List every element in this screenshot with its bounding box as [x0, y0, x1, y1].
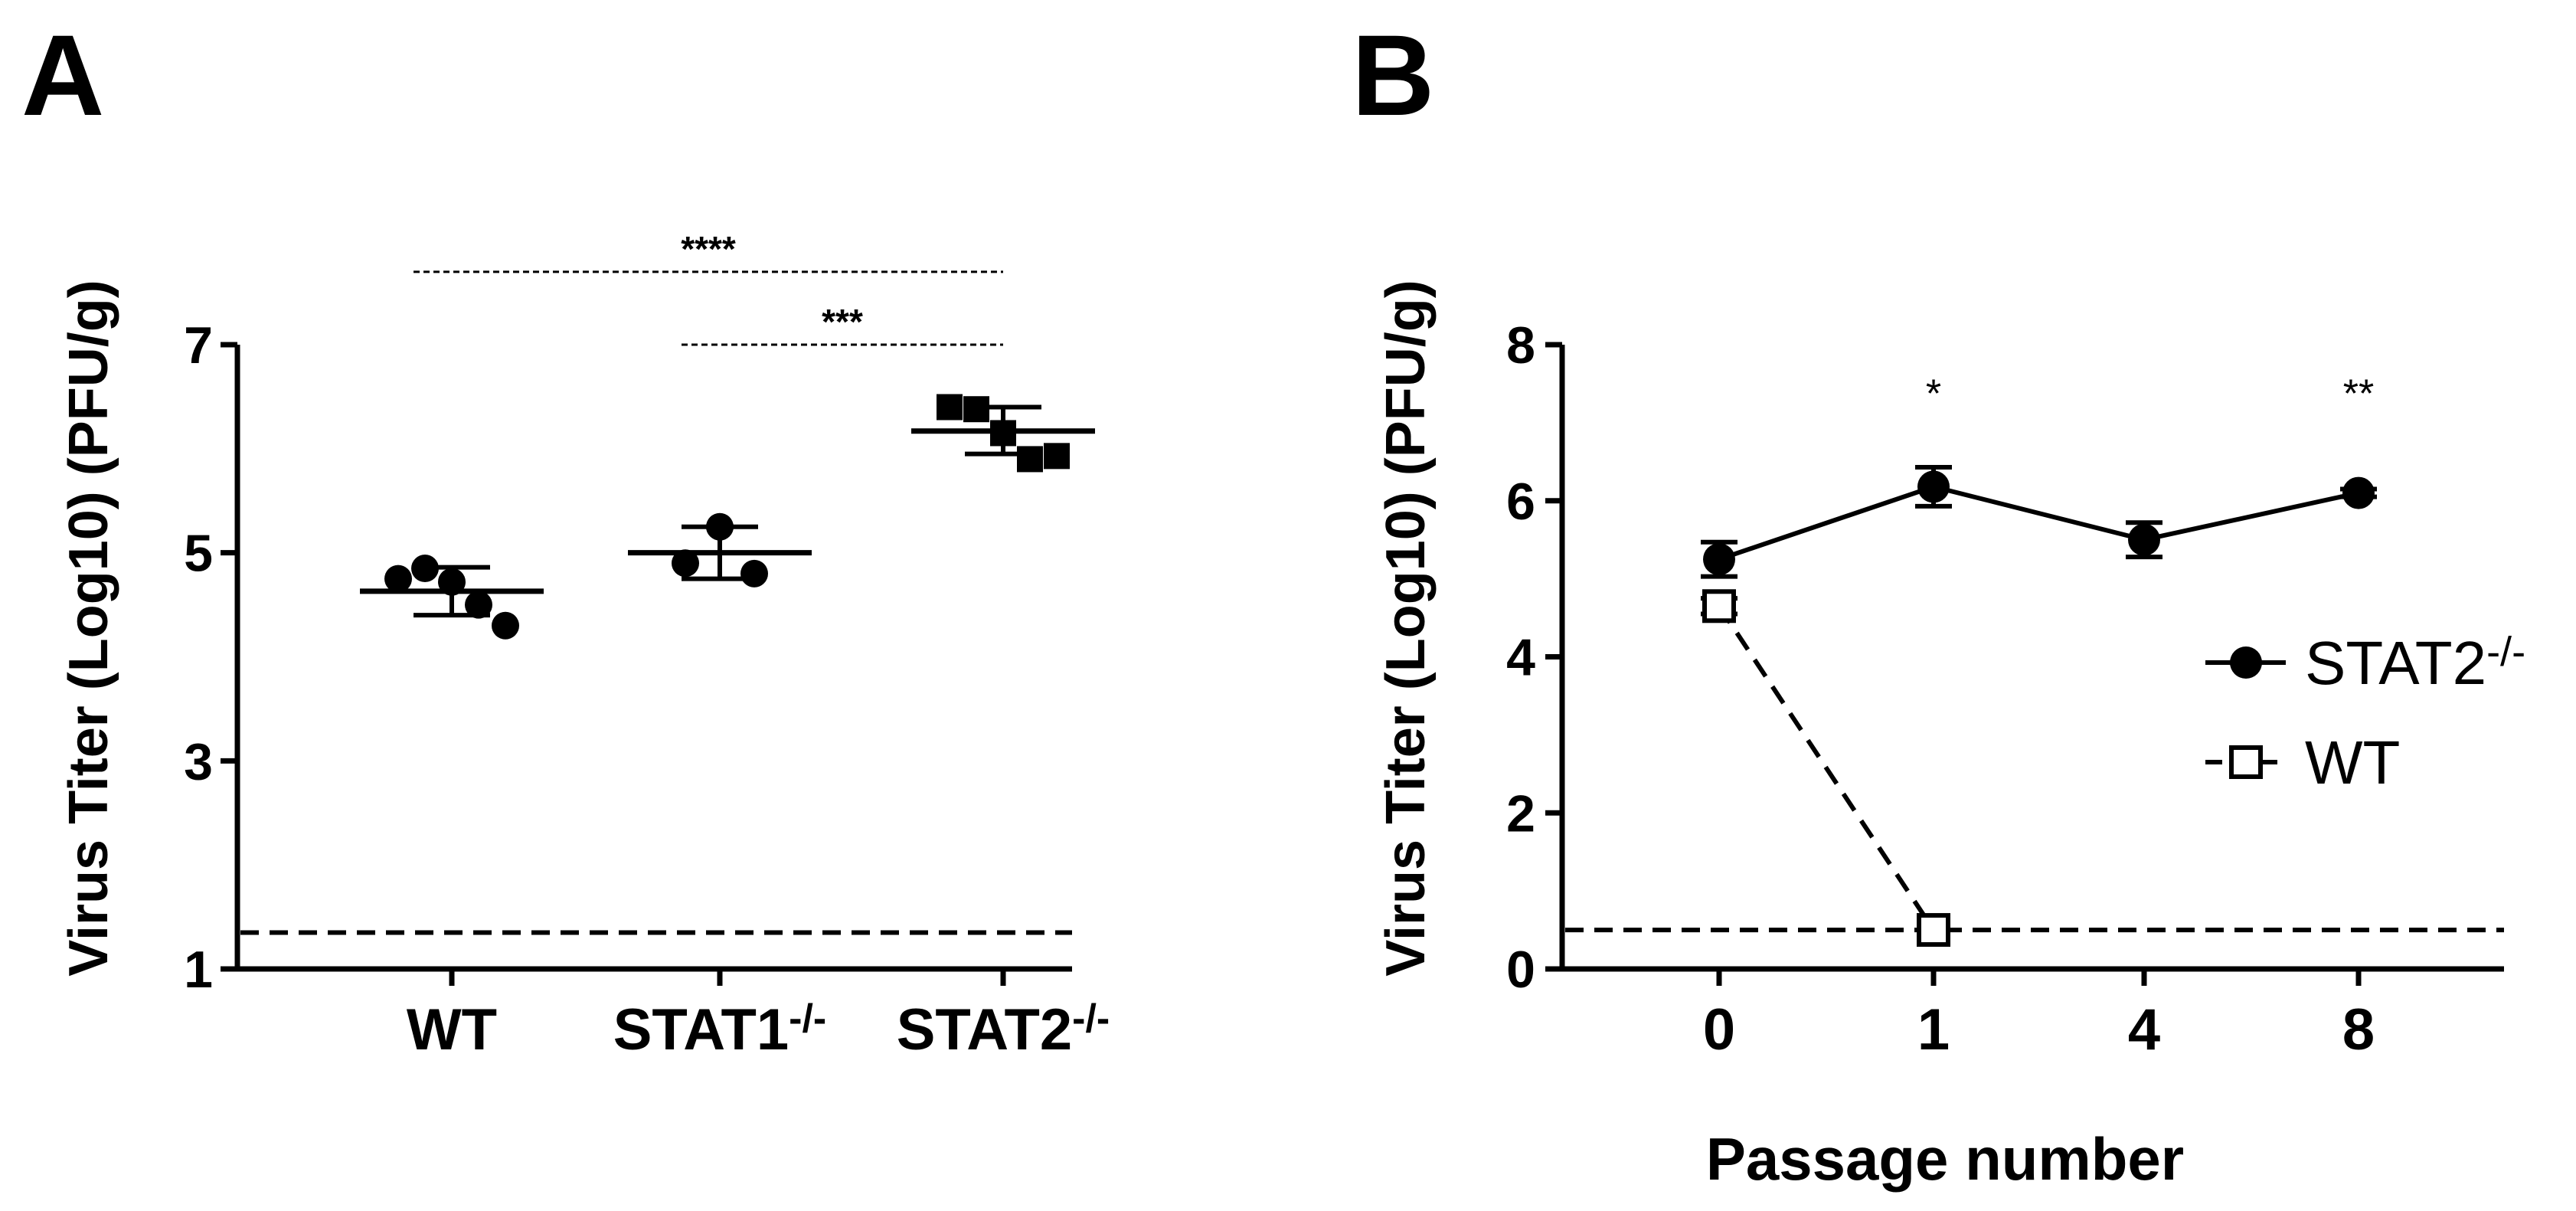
panel-a-x-tick-superscript: -/-: [789, 997, 826, 1041]
panel-b-y-tick-label: 2: [1506, 784, 1535, 843]
panel-b-data-point: [1703, 543, 1735, 576]
panel-b-significance-label: *: [1926, 372, 1941, 417]
panel-a-x-tick-label: STAT1-/-: [613, 997, 827, 1062]
panel-b-x-tick-label: 1: [1917, 997, 1950, 1062]
panel-b-data-point: [2342, 476, 2375, 509]
panel-b-y-tick-label: 6: [1506, 473, 1535, 531]
panel-a-data-point: [465, 591, 492, 619]
panel-b-x-axis-label: Passage number: [1706, 1125, 2184, 1193]
panel-b-series-line: [1718, 484, 2359, 561]
panel-b-data-point: [1917, 913, 1950, 948]
panel-b-data-point: [1702, 589, 1736, 624]
panel-a-data-point: [672, 549, 699, 578]
panel-a-data-point: [1017, 446, 1043, 473]
panel-b-legend-label: STAT2-/-: [2305, 629, 2525, 697]
panel-a-data-point: [963, 396, 989, 423]
panel-b-y-tick-label: 8: [1506, 316, 1535, 375]
panel-b-x-tick-label: 8: [2342, 997, 2375, 1062]
panel-b-x-tick-label: 4: [2128, 997, 2160, 1062]
panel-a-y-tick-label: 1: [184, 941, 213, 999]
panel-b-label: B: [1352, 11, 1434, 139]
panel-b-legend-marker: [2229, 745, 2263, 779]
panel-a-data-point: [937, 394, 963, 421]
panel-a-data-point: [740, 559, 768, 587]
panel-a-data-point: [411, 555, 439, 583]
panel-a-data-point: [706, 512, 734, 541]
panel-b-y-tick-label: 0: [1506, 941, 1535, 999]
panel-a-chart: Virus Titer (Log10) (PFU/g) 1 3 5 7 WT STAT1-…: [58, 229, 1110, 1062]
panel-b-data-point: [2128, 523, 2160, 556]
panel-a-data-point: [1044, 443, 1070, 470]
panel-a-y-axis-label: Virus Titer (Log10) (PFU/g): [58, 280, 119, 976]
panel-b-legend-superscript: -/-: [2486, 629, 2525, 675]
panel-b-significance-label: **: [2343, 372, 2374, 417]
panel-b-legend-marker: [2230, 646, 2262, 679]
panel-a-y-tick-label: 5: [184, 525, 213, 583]
panel-a-significance-label: ***: [822, 302, 863, 342]
panel-a-y-tick-label: 3: [184, 732, 213, 790]
panel-b-series-line: [1717, 604, 1936, 931]
panel-a-y-tick-label: 7: [184, 316, 213, 375]
panel-a-x-tick-label: WT: [407, 997, 497, 1062]
panel-a-x-tick-label: STAT2-/-: [897, 997, 1110, 1062]
panel-b-x-tick-label: 0: [1703, 997, 1735, 1062]
panel-a-x-tick-superscript: -/-: [1072, 997, 1110, 1041]
panel-a-data-point: [492, 611, 519, 640]
panel-a-data-point: [990, 420, 1016, 447]
panel-a-significance-label: ****: [681, 229, 736, 269]
panel-a-label: A: [21, 11, 104, 139]
panel-b-data-point: [1917, 470, 1950, 503]
panel-b-y-tick-label: 4: [1506, 629, 1535, 687]
panel-b-legend-label: WT: [2305, 728, 2400, 797]
panel-a-data-point: [384, 565, 412, 593]
panel-b-y-axis-label: Virus Titer (Log10) (PFU/g): [1375, 280, 1437, 976]
panel-b-chart: Virus Titer (Log10) (PFU/g) Passage numb…: [1375, 280, 2525, 1193]
panel-a-data-point: [438, 568, 466, 596]
